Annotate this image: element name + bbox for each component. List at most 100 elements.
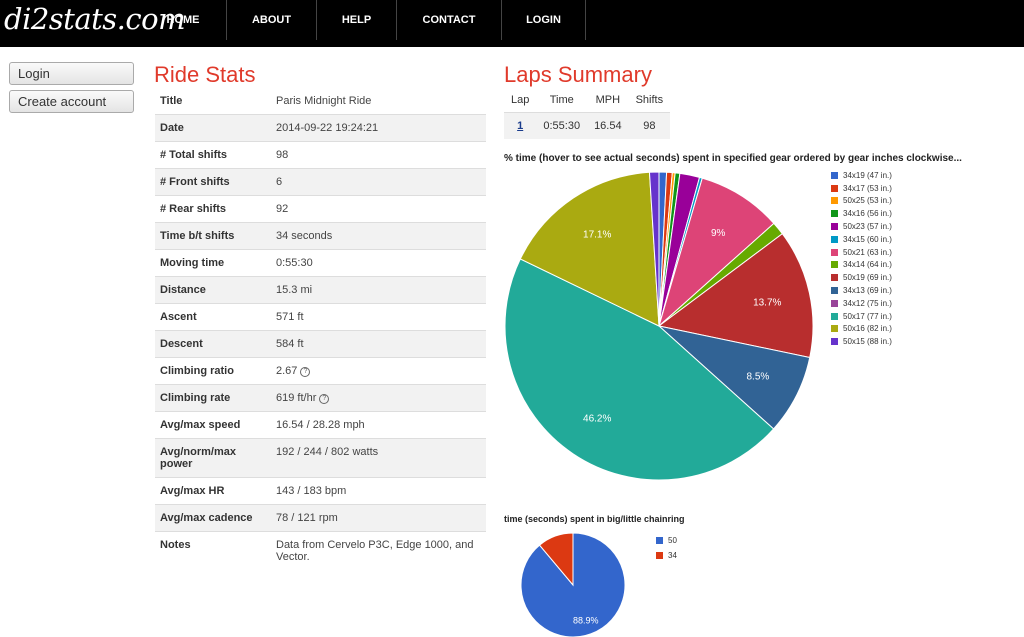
stats-key: Climbing rate xyxy=(160,392,231,404)
legend-swatch xyxy=(831,312,838,320)
stats-value-text: 0:55:30 xyxy=(276,257,313,269)
stats-key: # Front shifts xyxy=(160,176,230,188)
nav-about[interactable]: ABOUT xyxy=(227,0,317,40)
legend-label: 34x15 (60 in.) xyxy=(843,234,892,244)
pie-slice[interactable] xyxy=(504,258,775,481)
stats-value: 619 ft/hr? xyxy=(271,385,486,411)
legend-swatch xyxy=(831,325,838,333)
login-button[interactable]: Login xyxy=(9,62,134,85)
legend-item: 34x13 (69 in.) xyxy=(831,284,892,297)
laps-summary-heading: Laps Summary xyxy=(504,62,652,87)
pie-slice[interactable] xyxy=(658,172,681,327)
stats-key: Avg/norm/max power xyxy=(160,446,237,470)
legend-item: 50 xyxy=(656,533,677,548)
stats-value: 192 / 244 / 802 watts xyxy=(271,439,486,477)
pie-slice-label: 13.7% xyxy=(753,297,781,308)
stats-key: Descent xyxy=(160,338,203,350)
pie-slice[interactable] xyxy=(648,171,660,327)
legend-label: 50 xyxy=(668,536,677,545)
stats-value: 78 / 121 rpm xyxy=(271,505,486,531)
laps-cell: 1 xyxy=(504,112,537,139)
pie-slice[interactable] xyxy=(538,532,574,587)
stats-row: Ascent 571 ft xyxy=(155,303,486,330)
pie-slice[interactable] xyxy=(658,176,703,327)
stats-key: Date xyxy=(160,122,184,134)
legend-label: 34x13 (69 in.) xyxy=(843,286,892,296)
stats-value: 143 / 183 bpm xyxy=(271,478,486,504)
brand-logo[interactable]: di2stats.com xyxy=(4,2,186,36)
pie-slice[interactable] xyxy=(658,172,701,327)
stats-value: 16.54 / 28.28 mph xyxy=(271,412,486,438)
legend-label: 34x17 (53 in.) xyxy=(843,183,892,193)
legend-swatch xyxy=(831,338,838,346)
stats-key: Time b/t shifts xyxy=(160,230,235,242)
legend-item: 50x21 (63 in.) xyxy=(831,246,892,259)
stats-value: 92 xyxy=(271,196,486,222)
help-icon[interactable]: ? xyxy=(300,367,311,377)
nav-help[interactable]: HELP xyxy=(317,0,397,40)
stats-row: Descent 584 ft xyxy=(155,330,486,357)
legend-label: 50x15 (88 in.) xyxy=(843,337,892,347)
legend-swatch xyxy=(656,537,663,544)
nav-login[interactable]: LOGIN xyxy=(502,0,586,40)
stats-key: Avg/max cadence xyxy=(160,512,253,524)
stats-key: Avg/max speed xyxy=(160,419,241,431)
pie-slice[interactable] xyxy=(657,325,811,430)
stats-row: # Front shifts 6 xyxy=(155,168,486,195)
stats-value: 15.3 mi xyxy=(271,277,486,303)
nav-home[interactable]: HOME xyxy=(140,0,227,40)
stats-value-text: 571 ft xyxy=(276,311,304,323)
legend-item: 50x16 (82 in.) xyxy=(831,323,892,336)
pie-slice-label: 9% xyxy=(711,228,726,239)
legend-swatch xyxy=(831,299,838,307)
legend-swatch xyxy=(831,248,838,256)
legend-swatch xyxy=(656,552,663,559)
stats-row: Distance 15.3 mi xyxy=(155,276,486,303)
stats-row: Avg/norm/max power 192 / 244 / 802 watts xyxy=(155,438,486,477)
pie-slice[interactable] xyxy=(519,171,660,327)
stats-value-text: 78 / 121 rpm xyxy=(276,512,338,524)
pie-slice[interactable] xyxy=(658,172,676,327)
legend-item: 50x17 (77 in.) xyxy=(831,310,892,323)
pie-slice[interactable] xyxy=(520,532,626,637)
lap-link[interactable]: 1 xyxy=(517,120,524,132)
laps-column-header: MPH xyxy=(595,94,621,106)
stats-value: 584 ft xyxy=(271,331,486,357)
legend-label: 34x16 (56 in.) xyxy=(843,209,892,219)
pie-slice[interactable] xyxy=(658,177,775,328)
stats-value-text: 16.54 / 28.28 mph xyxy=(276,419,365,431)
legend-label: 34x12 (75 in.) xyxy=(843,298,892,308)
legend-swatch xyxy=(831,171,838,179)
stats-value-text: 619 ft/hr xyxy=(276,392,317,404)
stats-row: Time b/t shifts 34 seconds xyxy=(155,222,486,249)
pie-slice[interactable] xyxy=(657,233,814,359)
legend-swatch xyxy=(831,274,838,282)
stats-key: # Total shifts xyxy=(160,149,228,161)
stats-row: Moving time 0:55:30 xyxy=(155,249,486,276)
navbar: di2stats.com HOME ABOUT HELP CONTACT LOG… xyxy=(0,0,1024,47)
pie-slice[interactable] xyxy=(658,222,784,327)
stats-key: Title xyxy=(160,95,183,107)
legend-item: 34x19 (47 in.) xyxy=(831,169,892,182)
stats-key: # Rear shifts xyxy=(160,203,227,215)
legend-item: 34x16 (56 in.) xyxy=(831,207,892,220)
laps-column-header: Lap xyxy=(511,94,530,106)
help-icon[interactable]: ? xyxy=(319,394,330,404)
stats-key: Ascent xyxy=(160,311,197,323)
legend-item: 34x12 (75 in.) xyxy=(831,297,892,310)
pie-slice[interactable] xyxy=(658,171,668,327)
create-account-button[interactable]: Create account xyxy=(9,90,134,113)
laps-cell: 16.54 xyxy=(587,112,629,139)
stats-value: 0:55:30 xyxy=(271,250,486,276)
stats-value-text: 92 xyxy=(276,203,289,215)
stats-row: Avg/max HR 143 / 183 bpm xyxy=(155,477,486,504)
legend-label: 50x17 (77 in.) xyxy=(843,311,892,321)
legend-item: 34x14 (64 in.) xyxy=(831,259,892,272)
stats-row: # Rear shifts 92 xyxy=(155,195,486,222)
pie-slice[interactable] xyxy=(658,171,673,327)
stats-value: 2.67? xyxy=(271,358,486,384)
stats-row: Notes Data from Cervelo P3C, Edge 1000, a… xyxy=(155,531,486,570)
legend-label: 50x16 (82 in.) xyxy=(843,324,892,334)
ride-stats-heading: Ride Stats xyxy=(154,62,256,87)
nav-contact[interactable]: CONTACT xyxy=(397,0,502,40)
